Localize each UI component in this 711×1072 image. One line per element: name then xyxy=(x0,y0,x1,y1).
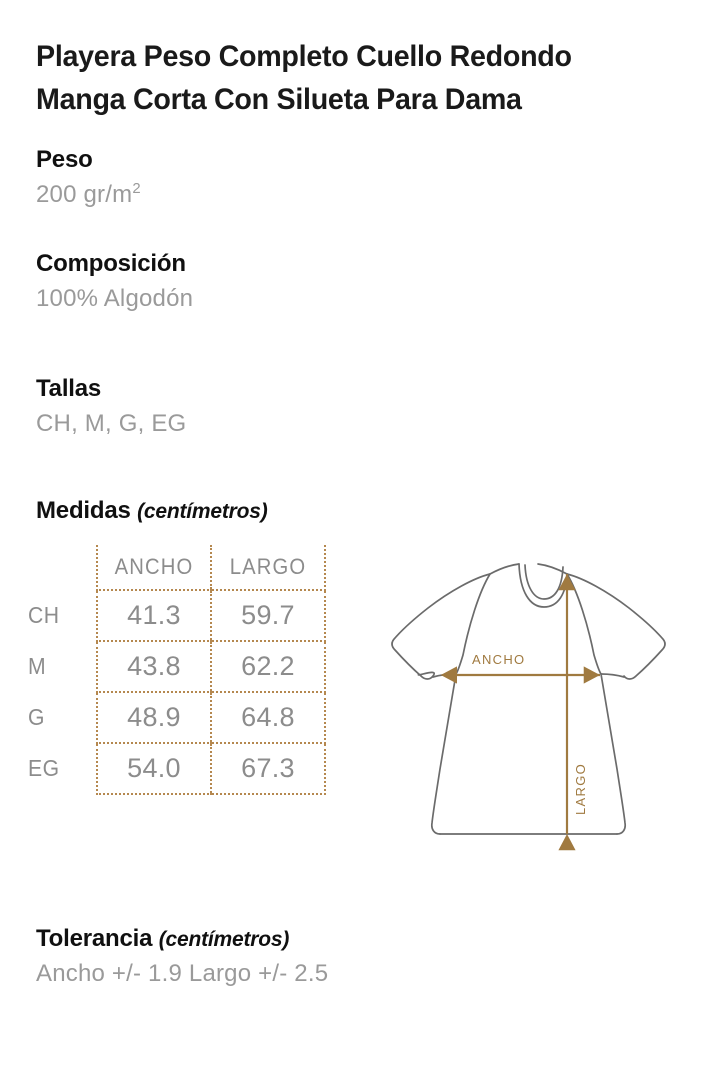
spec-heading-tallas: Tallas xyxy=(36,375,102,402)
size-table-head: ANCHO LARGO xyxy=(28,545,325,591)
cell-eg-ancho: 54.0 xyxy=(96,743,211,795)
row-label-ch: CH xyxy=(28,602,60,628)
spec-block-tolerancia: Tolerancia (centímetros) Ancho +/- 1.9 L… xyxy=(36,925,328,988)
size-table: ANCHO LARGO CH 41.3 59.7 M 43.8 62.2 G 4… xyxy=(28,545,326,795)
tolerancia-unit: (centímetros) xyxy=(158,928,290,951)
medidas-label: Medidas xyxy=(36,497,131,524)
row-label-eg: EG xyxy=(28,755,60,781)
spec-value-composicion: 100% Algodón xyxy=(36,285,194,312)
spec-heading-peso: Peso xyxy=(36,146,93,173)
peso-number: 200 gr/m xyxy=(36,181,133,208)
cell-m-largo: 62.2 xyxy=(210,641,326,693)
row-label-m: M xyxy=(28,653,47,679)
spec-block-peso: Peso 200 gr/m2 xyxy=(36,146,141,209)
peso-superscript: 2 xyxy=(132,181,141,197)
largo-label: LARGO xyxy=(573,763,588,815)
spec-block-medidas: Medidas (centímetros) xyxy=(36,497,268,525)
spec-heading-medidas: Medidas (centímetros) xyxy=(36,497,268,525)
cell-m-ancho: 43.8 xyxy=(96,641,211,693)
tolerancia-label: Tolerancia xyxy=(36,925,153,952)
spec-block-composicion: Composición 100% Algodón xyxy=(36,250,193,313)
cell-g-largo: 64.8 xyxy=(210,692,326,744)
cell-ch-ancho: 41.3 xyxy=(96,590,211,642)
spec-heading-tolerancia: Tolerancia (centímetros) xyxy=(36,925,328,953)
table-row: EG 54.0 67.3 xyxy=(28,743,326,795)
size-table-header-row: ANCHO LARGO xyxy=(28,545,325,591)
shirt-outline xyxy=(391,563,666,835)
table-row: G 48.9 64.8 xyxy=(28,692,326,744)
spec-value-tallas: CH, M, G, EG xyxy=(36,410,187,437)
ancho-label: ANCHO xyxy=(472,652,525,667)
page-title: Playera Peso Completo Cuello Redondo Man… xyxy=(36,40,572,116)
table-row: CH 41.3 59.7 xyxy=(28,590,326,642)
cell-g-ancho: 48.9 xyxy=(96,692,211,744)
column-header-ancho: ANCHO xyxy=(100,545,207,591)
column-header-largo: LARGO xyxy=(214,545,322,591)
size-table-corner xyxy=(28,545,97,590)
medidas-unit: (centímetros) xyxy=(137,500,268,523)
spec-block-tallas: Tallas CH, M, G, EG xyxy=(36,375,186,438)
measurements-area: ANCHO LARGO CH 41.3 59.7 M 43.8 62.2 G 4… xyxy=(0,545,711,875)
spec-value-tolerancia: Ancho +/- 1.9 Largo +/- 2.5 xyxy=(36,960,329,987)
spec-value-peso: 200 gr/m2 xyxy=(36,181,141,209)
cell-ch-largo: 59.7 xyxy=(210,590,326,642)
table-row: M 43.8 62.2 xyxy=(28,641,326,693)
size-table-body: CH 41.3 59.7 M 43.8 62.2 G 48.9 64.8 EG … xyxy=(28,590,326,795)
cell-eg-largo: 67.3 xyxy=(210,743,326,795)
spec-heading-composicion: Composición xyxy=(36,250,186,277)
shirt-diagram: ANCHO LARGO xyxy=(378,547,678,867)
row-label-g: G xyxy=(28,704,45,730)
